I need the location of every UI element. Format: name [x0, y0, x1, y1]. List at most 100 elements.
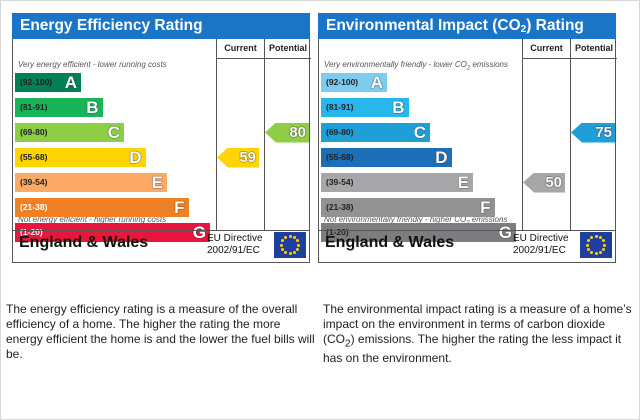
band-a: (92-100) A	[321, 73, 387, 92]
eu-directive-label: EU Directive 2002/91/EC	[513, 233, 569, 257]
band-letter: F	[174, 198, 185, 217]
flag-star-icon	[280, 243, 283, 247]
band-range-label: (55-68)	[20, 152, 48, 162]
eu-directive-label: EU Directive 2002/91/EC	[207, 233, 263, 257]
env-title-sub: 2	[520, 24, 527, 35]
band-range-label: (21-38)	[326, 202, 354, 212]
column-divider	[570, 39, 571, 230]
current-column-header: Current	[224, 43, 257, 53]
band-letter: G	[192, 223, 206, 242]
flag-star-icon	[281, 247, 285, 251]
environment-description: The environmental impact rating is a mea…	[323, 302, 635, 366]
band-g: (1-20) G	[15, 223, 210, 242]
flag-star-icon	[594, 235, 598, 238]
band-g: (1-20) G	[321, 223, 516, 242]
column-divider	[522, 39, 523, 230]
flag-star-icon	[295, 247, 299, 251]
footer-divider	[319, 230, 615, 231]
flag-star-icon	[603, 243, 606, 247]
band-f: (21-38) F	[15, 198, 189, 217]
env-title-end: ) Rating	[526, 17, 584, 34]
energy-chart-title: Energy Efficiency Rating	[12, 13, 310, 39]
current-column-header: Current	[530, 43, 563, 53]
current-rating-arrow: 59	[217, 147, 259, 168]
flag-star-icon	[295, 239, 299, 243]
column-divider	[216, 39, 217, 230]
eu-flag-icon	[580, 232, 612, 258]
band-e: (39-54) E	[15, 173, 167, 192]
env-title-text: Environmental Impact (CO	[326, 17, 521, 34]
flag-star-icon	[297, 243, 300, 247]
band-range-label: (92-100)	[326, 77, 359, 87]
energy-efficiency-panel: Energy Efficiency Rating Current Potenti…	[12, 13, 311, 263]
band-range-label: (1-20)	[326, 227, 349, 237]
band-b: (81-91) B	[15, 98, 103, 117]
band-letter: G	[498, 223, 512, 242]
band-letter: C	[413, 123, 426, 142]
flag-star-icon	[594, 252, 598, 255]
footer-divider	[13, 230, 309, 231]
band-letter: A	[370, 73, 383, 92]
flag-star-icon	[586, 243, 589, 247]
column-divider	[264, 39, 265, 230]
top-note: Very environmentally friendly - lower CO…	[324, 60, 508, 72]
band-range-label: (69-80)	[326, 127, 354, 137]
header-divider	[216, 58, 311, 59]
flag-star-icon	[601, 247, 605, 251]
directive-line-1: EU Directive	[207, 233, 263, 244]
potential-rating-arrow: 75	[571, 122, 615, 143]
flag-star-icon	[587, 239, 591, 243]
band-letter: B	[392, 98, 405, 117]
potential-rating-arrow: 80	[265, 122, 309, 143]
bottom-note-end: emissions	[469, 215, 508, 224]
band-range-label: (81-91)	[20, 102, 48, 112]
eu-flag-icon	[274, 232, 306, 258]
band-letter: D	[435, 148, 448, 167]
band-range-label: (69-80)	[20, 127, 48, 137]
band-d: (55-68) D	[321, 148, 452, 167]
band-letter: E	[457, 173, 469, 192]
flag-star-icon	[598, 236, 602, 240]
top-note-sub: 2	[466, 65, 471, 72]
band-c: (69-80) C	[321, 123, 430, 142]
potential-column-header: Potential	[574, 43, 613, 53]
band-letter: E	[151, 173, 163, 192]
current-rating-value: 59	[239, 148, 256, 166]
environment-chart-title: Environmental Impact (CO2) Rating	[318, 13, 616, 39]
flag-star-icon	[284, 250, 288, 254]
flag-star-icon	[288, 235, 292, 238]
band-range-label: (81-91)	[326, 102, 354, 112]
flag-star-icon	[288, 252, 292, 255]
band-range-label: (92-100)	[20, 77, 53, 87]
env-desc-start: The environmental impact rating is a mea…	[323, 302, 632, 346]
environment-chart-box: Current Potential Very environmentally f…	[318, 39, 617, 263]
band-c: (69-80) C	[15, 123, 124, 142]
flag-star-icon	[587, 247, 591, 251]
band-range-label: (39-54)	[20, 177, 48, 187]
bottom-note: Not energy efficient - higher running co…	[18, 215, 167, 224]
current-rating-value: 50	[545, 173, 562, 191]
energy-description: The energy efficiency rating is a measur…	[6, 302, 315, 361]
top-note-end: emissions	[470, 60, 509, 69]
band-letter: A	[64, 73, 77, 92]
region-label: England & Wales	[325, 234, 455, 251]
band-range-label: (39-54)	[326, 177, 354, 187]
header-divider	[522, 58, 617, 59]
directive-line-2: 2002/91/EC	[513, 245, 566, 256]
flag-star-icon	[601, 239, 605, 243]
potential-rating-value: 80	[289, 123, 306, 141]
environment-footer: England & Wales EU Directive 2002/91/EC	[319, 230, 615, 262]
band-range-label: (1-20)	[20, 227, 43, 237]
env-desc-sub: 2	[345, 338, 351, 350]
top-note-text: Very environmentally friendly - lower CO	[324, 60, 467, 69]
directive-line-2: 2002/91/EC	[207, 245, 260, 256]
flag-star-icon	[590, 250, 594, 254]
band-letter: D	[129, 148, 142, 167]
energy-title-text: Energy Efficiency Rating	[20, 17, 203, 34]
potential-column-header: Potential	[268, 43, 307, 53]
band-f: (21-38) F	[321, 198, 495, 217]
flag-star-icon	[598, 250, 602, 254]
band-b: (81-91) B	[321, 98, 409, 117]
flag-star-icon	[590, 236, 594, 240]
band-e: (39-54) E	[321, 173, 473, 192]
